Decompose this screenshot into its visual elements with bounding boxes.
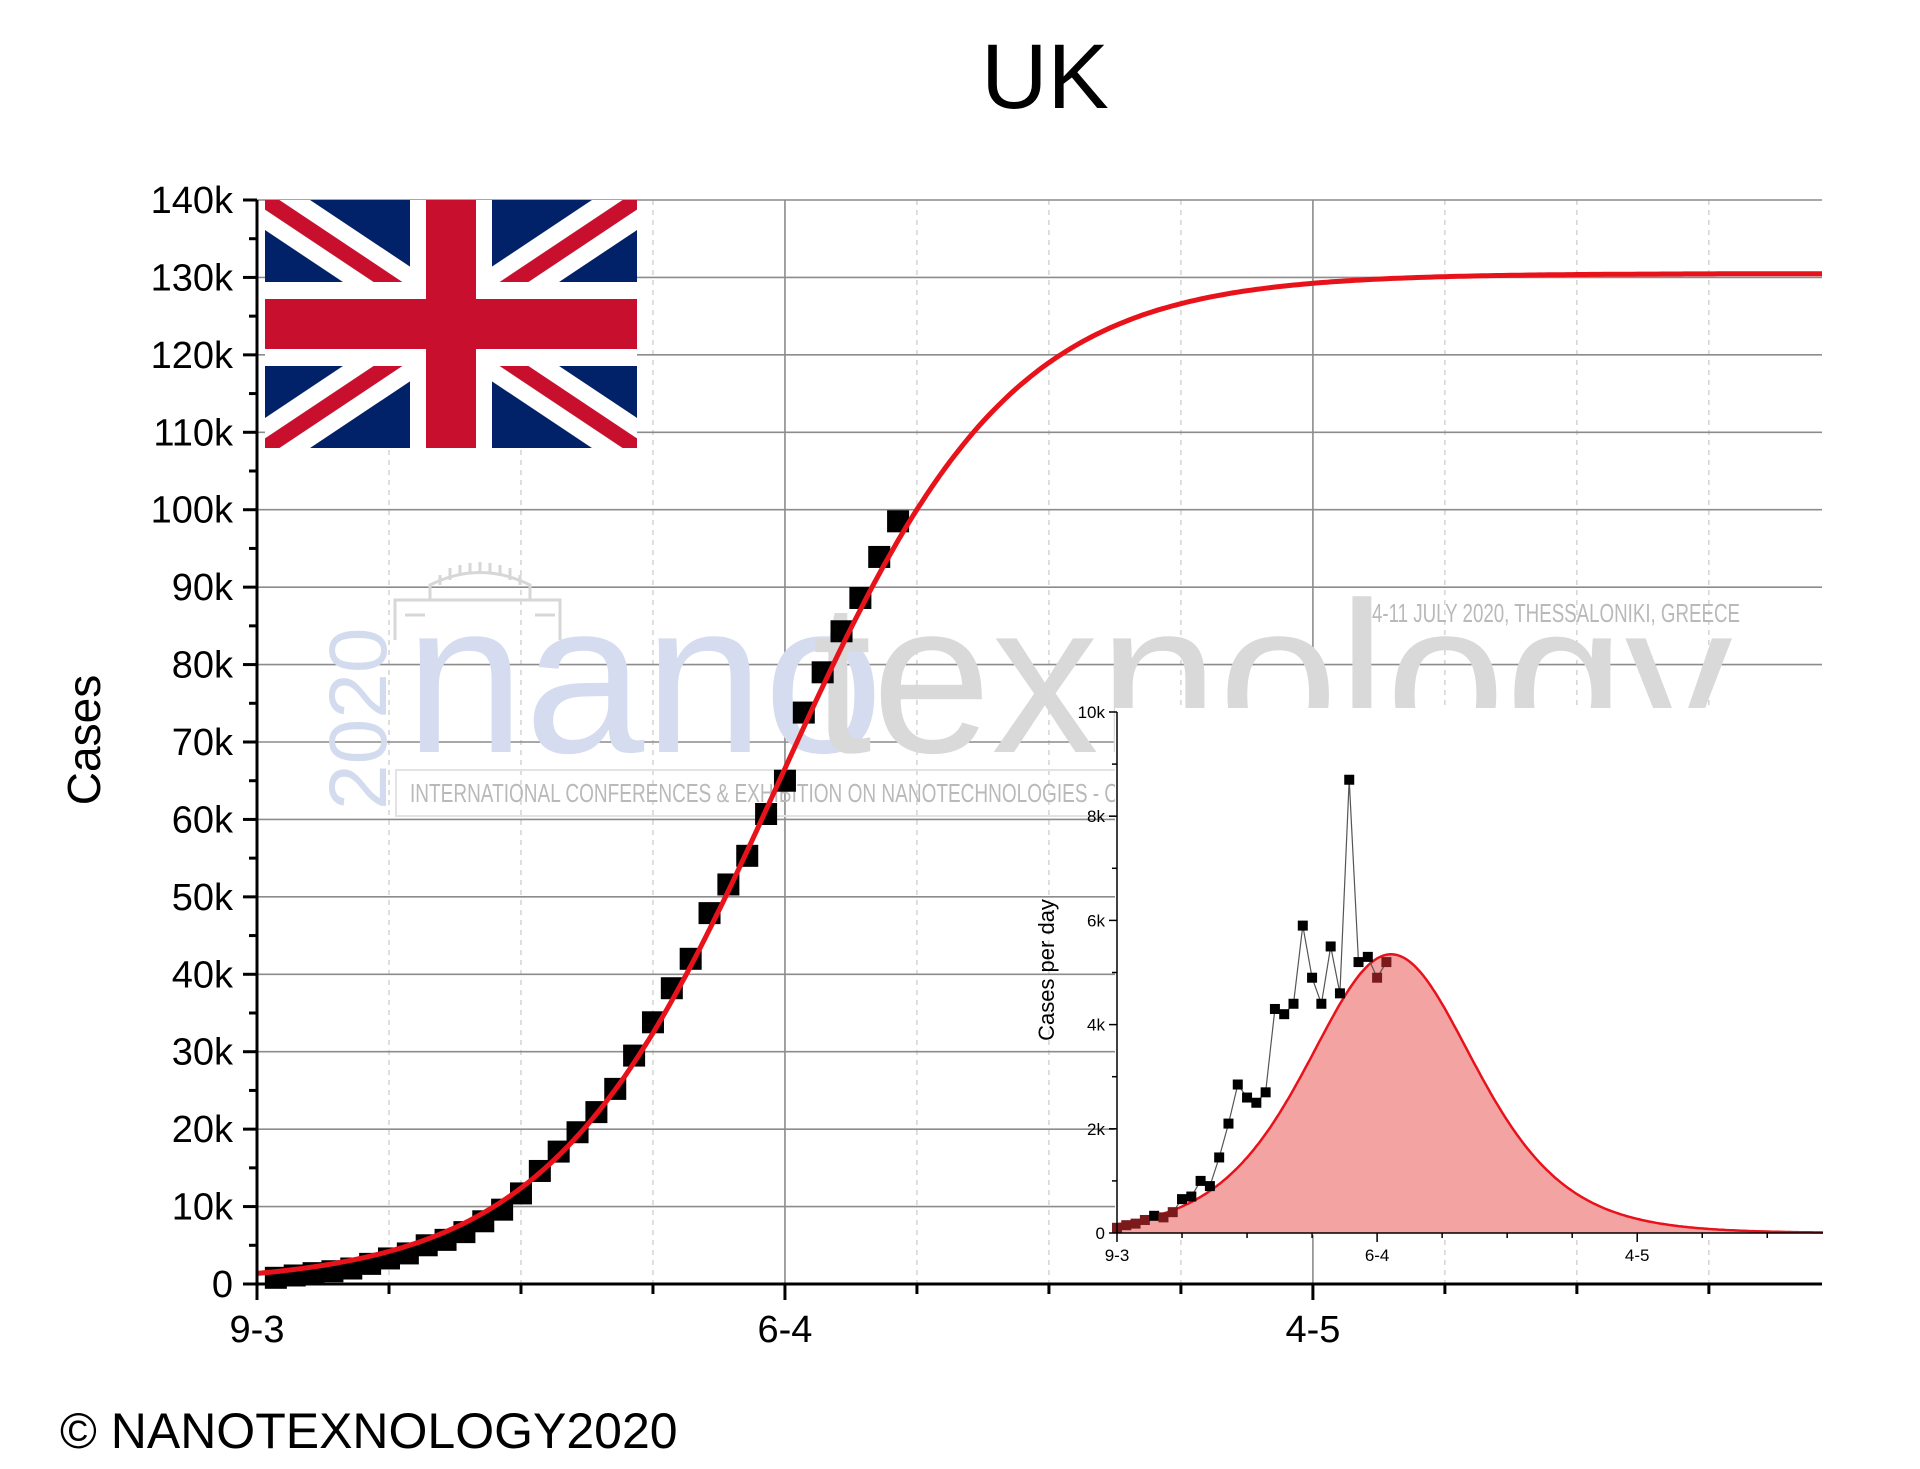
daily-data-point [1260,1087,1271,1098]
daily-data-point [1214,1152,1225,1163]
daily-data-point [1167,1207,1178,1218]
y-tick-label: 10k [172,1187,234,1229]
daily-data-point [1242,1092,1253,1103]
x-tick-labels: 9-3 6-4 4-5 [230,1309,1341,1351]
daily-data-point [1297,920,1308,931]
daily-data-point [1195,1175,1206,1186]
daily-data-point [1130,1218,1141,1229]
y-tick-label: 70k [172,722,234,764]
castle-logo [393,562,562,640]
y-axis-label: Cases [58,675,110,805]
inset-y-tick-labels: 0 2k 4k 6k 8k 10k [1078,703,1106,1243]
daily-data-point [1362,951,1373,962]
y-tick-labels: 0 10k 20k 30k 40k 50k 60k 70k 80k 90k 100k 110k 120k… [151,180,234,1306]
daily-data-point [1121,1220,1132,1231]
daily-data-point [1334,988,1345,999]
watermark-event: 4-11 JULY 2020, THESSALONIKI, GREECE [1372,598,1740,628]
x-tick-label: 4-5 [1285,1309,1340,1351]
main-axes [243,198,1822,1300]
copyright-notice: © NANOTEXNOLOGY2020 [60,1403,678,1459]
watermark-main-left: nano [405,557,883,798]
daily-data-point [1353,957,1364,968]
inset-y-tick-label: 10k [1078,703,1106,722]
y-tick-label: 100k [151,490,234,532]
inset-y-axis-label: Cases per day [1034,899,1059,1041]
y-tick-label: 140k [151,180,234,222]
daily-fit-area [1117,954,1823,1233]
daily-data-point [1149,1210,1160,1221]
x-tick-label: 6-4 [757,1309,812,1351]
daily-data-point [1186,1191,1197,1202]
y-tick-label: 90k [172,567,234,609]
daily-data-point [1325,941,1336,952]
y-tick-label: 40k [172,954,234,996]
inset-y-tick-label: 2k [1087,1120,1105,1139]
y-tick-label: 50k [172,877,234,919]
daily-data-point [1344,774,1355,785]
daily-case-points [1112,774,1392,1233]
daily-data-point [1158,1212,1169,1223]
inset-y-tick-label: 0 [1096,1224,1105,1243]
inset-x-tick-label: 4-5 [1625,1246,1650,1265]
inset-x-tick-label: 9-3 [1105,1246,1130,1265]
y-tick-label: 120k [151,335,234,377]
daily-data-point [1232,1079,1243,1090]
y-tick-label: 110k [153,412,234,454]
inset-axes [1109,711,1823,1242]
y-tick-label: 0 [212,1264,233,1306]
union-jack-flag [265,200,637,448]
daily-data-point [1288,998,1299,1009]
daily-data-point [1316,998,1327,1009]
daily-data-point [1251,1097,1262,1108]
daily-data-point [1307,972,1318,983]
daily-data-point [1279,1009,1290,1020]
inset-chart: 0 2k 4k 6k 8k 10k 9-3 6-4 4-5 Cases per day [1034,703,1825,1265]
daily-data-point [1372,972,1383,983]
y-tick-label: 30k [172,1032,234,1074]
daily-data-point [1139,1214,1150,1225]
inset-y-tick-label: 8k [1087,807,1105,826]
inset-x-tick-labels: 9-3 6-4 4-5 [1105,1246,1650,1265]
logistic-fit-line [256,271,1822,1276]
y-tick-label: 80k [172,645,234,687]
daily-data-point [1204,1181,1215,1192]
inset-y-tick-label: 4k [1087,1016,1105,1035]
y-tick-label: 60k [172,799,234,841]
daily-data-point [1269,1003,1280,1014]
y-tick-label: 20k [172,1109,234,1151]
inset-y-tick-label: 6k [1087,911,1105,930]
data-point [547,1140,570,1163]
daily-data-point [1177,1194,1188,1205]
inset-x-tick-label: 6-4 [1365,1246,1390,1265]
daily-data-point [1381,957,1392,968]
daily-fit-line [1116,953,1824,1234]
watermark-year: 2020 [313,628,404,810]
y-tick-label: 130k [151,257,234,299]
x-tick-label: 9-3 [230,1309,285,1351]
daily-data-point [1223,1118,1234,1129]
chart-title: UK [981,26,1109,128]
data-point [509,1182,532,1205]
